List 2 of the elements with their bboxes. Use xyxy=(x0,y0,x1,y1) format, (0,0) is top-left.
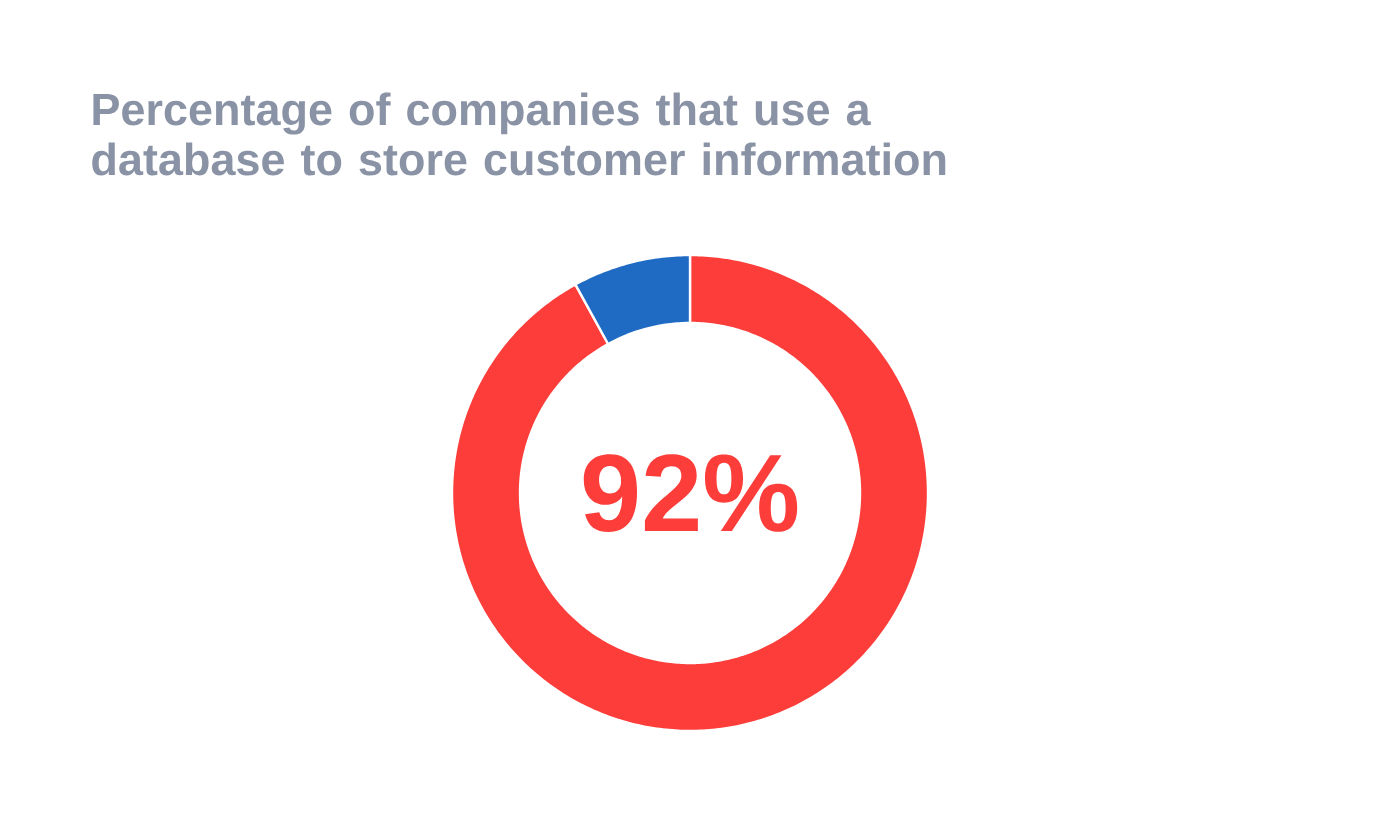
chart-title: Percentage of companies that use a database to store customer information xyxy=(92,92,946,176)
data-label: 92% xyxy=(583,454,798,533)
